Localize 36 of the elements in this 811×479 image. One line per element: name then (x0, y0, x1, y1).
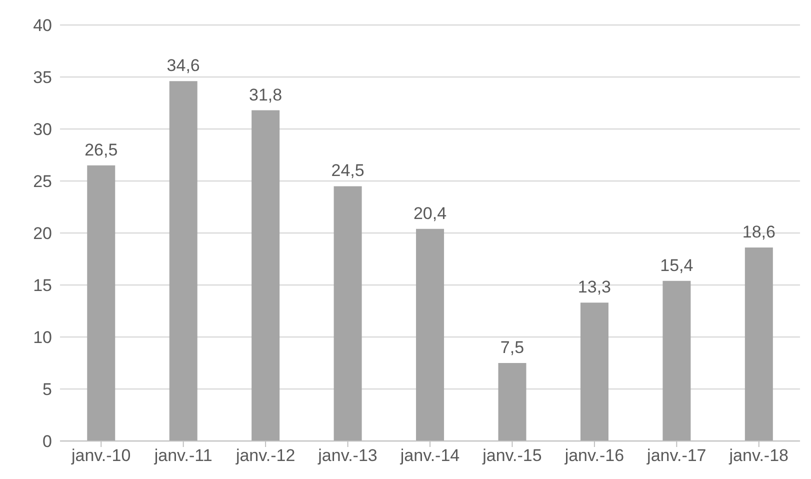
x-tick-label: janv.-11 (153, 446, 212, 466)
x-tick-label: janv.-15 (482, 446, 542, 466)
data-label: 34,6 (166, 56, 200, 76)
y-tick-label: 10 (33, 328, 52, 348)
bar (252, 110, 280, 441)
data-label: 26,5 (84, 140, 118, 160)
bar (498, 363, 526, 441)
data-label: 7,5 (500, 338, 524, 357)
x-tick-label: janv.-17 (646, 446, 706, 466)
x-tick-label: janv.-10 (70, 446, 131, 466)
data-label: 31,8 (249, 85, 282, 104)
x-tick-label: janv.-18 (728, 446, 788, 466)
data-label: 24,5 (331, 161, 364, 180)
x-tick-label: janv.-13 (317, 446, 378, 466)
bar (744, 248, 773, 441)
y-tick-label: 20 (33, 224, 52, 244)
data-label: 18,6 (742, 222, 776, 242)
data-label: 15,4 (660, 256, 694, 275)
bar (580, 302, 608, 441)
bar (334, 186, 362, 441)
bar (87, 165, 116, 441)
y-tick-label: 0 (42, 432, 52, 452)
data-label: 13,3 (578, 278, 612, 297)
y-tick-label: 30 (33, 120, 52, 140)
y-tick-label: 35 (33, 68, 52, 88)
bar (416, 228, 444, 441)
y-tick-label: 15 (33, 276, 52, 296)
x-tick-label: janv.-12 (234, 446, 296, 466)
x-tick-label: janv.-14 (399, 446, 460, 466)
data-label: 20,4 (413, 204, 447, 223)
y-tick-label: 25 (33, 172, 52, 192)
y-tick-label: 5 (42, 380, 52, 400)
bar (662, 280, 691, 441)
bar (169, 81, 198, 441)
x-tick-label: janv.-16 (564, 446, 624, 466)
y-tick-label: 40 (33, 16, 52, 36)
